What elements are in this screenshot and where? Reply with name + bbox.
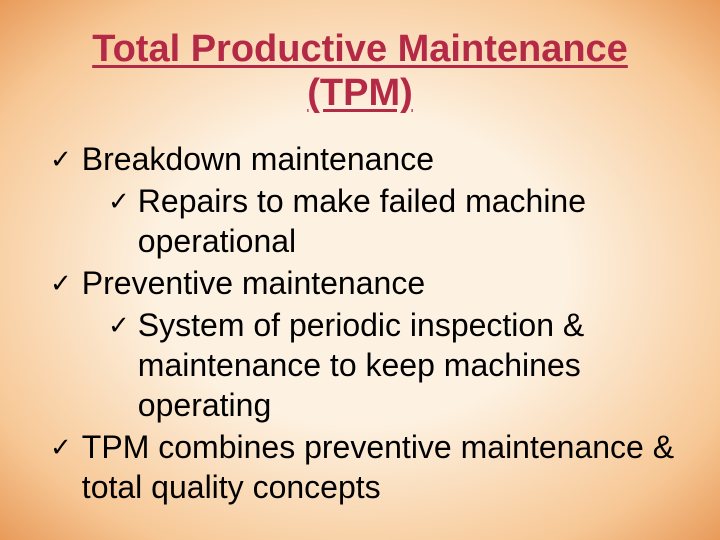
list-item: ✓ Breakdown maintenance (50, 139, 690, 179)
list-item-text: Repairs to make failed machine operation… (138, 181, 690, 261)
checkmark-icon: ✓ (50, 139, 72, 179)
list-item: ✓ Repairs to make failed machine operati… (108, 181, 690, 261)
checkmark-icon: ✓ (108, 305, 130, 345)
slide-title: Total Productive Maintenance (TPM) (40, 28, 680, 115)
bullet-list: ✓ Breakdown maintenance ✓ Repairs to mak… (0, 139, 720, 507)
checkmark-icon: ✓ (50, 263, 72, 303)
title-line-1: Total Productive Maintenance (92, 28, 628, 70)
list-item-text: System of periodic inspection & maintena… (138, 305, 690, 425)
list-item-text: TPM combines preventive maintenance & to… (82, 427, 690, 507)
checkmark-icon: ✓ (50, 427, 72, 467)
list-item: ✓ Preventive maintenance (50, 263, 690, 303)
list-item: ✓ System of periodic inspection & mainte… (108, 305, 690, 425)
checkmark-icon: ✓ (108, 181, 130, 221)
list-item-text: Preventive maintenance (82, 263, 425, 303)
slide: Total Productive Maintenance (TPM) ✓ Bre… (0, 0, 720, 540)
title-line-2: (TPM) (307, 72, 413, 114)
list-item: ✓ TPM combines preventive maintenance & … (50, 427, 690, 507)
list-item-text: Breakdown maintenance (82, 139, 434, 179)
